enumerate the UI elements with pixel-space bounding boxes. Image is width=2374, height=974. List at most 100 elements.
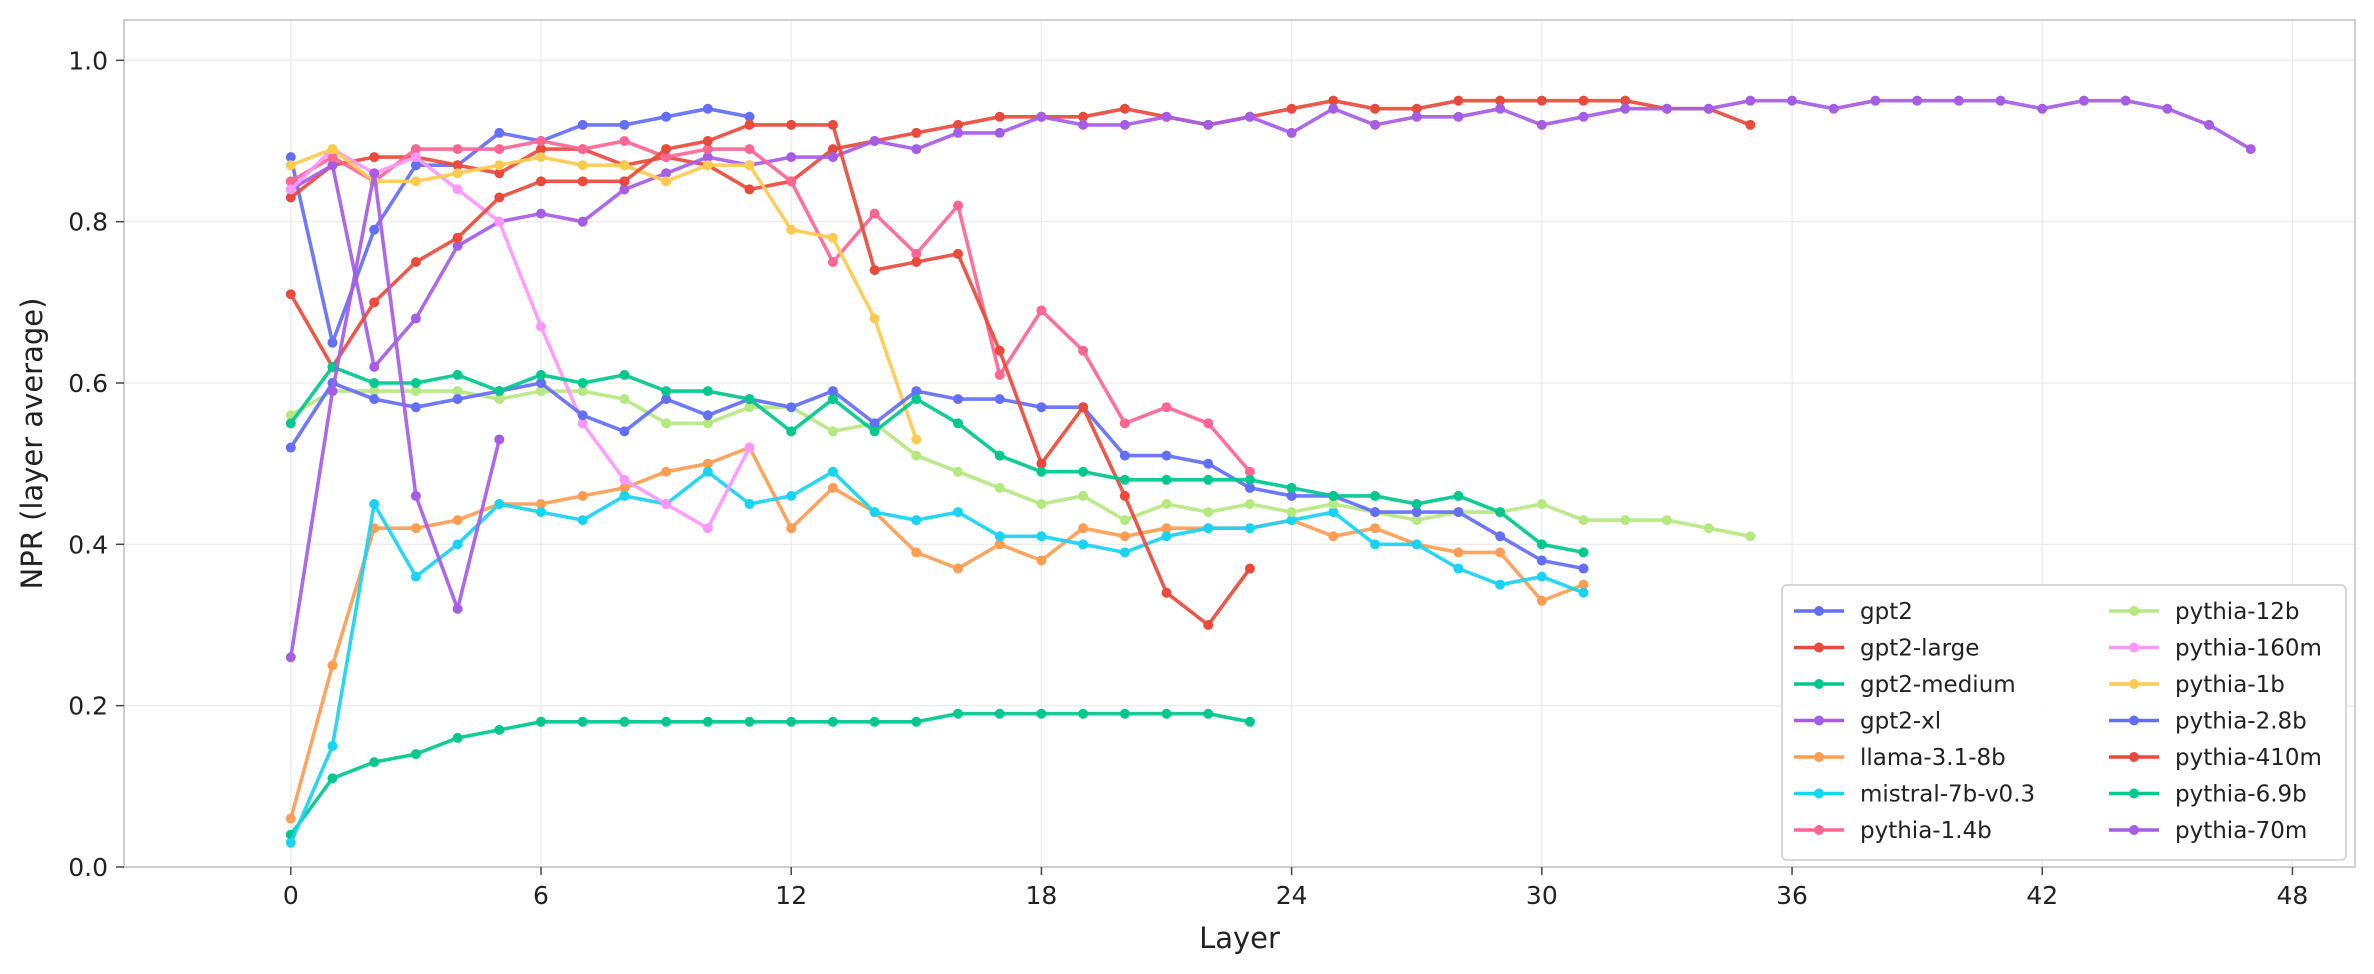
data-point [702,466,713,477]
x-tick-label: 42 [2026,881,2058,910]
data-point [577,378,588,388]
series-line [288,147,752,531]
data-point [702,144,713,155]
data-point [536,144,547,155]
data-point [536,716,547,727]
data-point [619,394,630,405]
data-point [1536,595,1547,606]
data-point [1453,111,1464,122]
y-tick-label: 0.2 [68,692,108,721]
data-point [452,539,463,550]
data-point [1703,523,1714,534]
data-point [1119,119,1130,130]
data-point [1578,95,1589,106]
legend-swatch-marker [1814,679,1824,689]
data-point [702,523,713,534]
data-point [452,240,463,251]
data-point [702,410,713,421]
data-point [661,176,672,187]
data-point [1536,119,1547,130]
data-point [1244,482,1255,493]
data-point [869,136,880,146]
data-point [744,119,755,130]
data-point [410,176,421,187]
data-point [1036,111,1047,122]
data-point [452,168,463,179]
data-point [786,426,797,437]
data-point [452,386,463,397]
data-point [994,394,1005,405]
data-point [1161,474,1172,485]
legend-item: gpt2-large [1794,636,1979,662]
data-point [1370,103,1381,114]
data-point [953,708,964,719]
data-point [452,515,463,526]
x-tick-label: 18 [1026,881,1058,910]
data-point [786,402,797,413]
data-point [869,208,880,219]
data-point [2037,103,2048,114]
data-point [1119,103,1130,114]
data-point [1119,490,1130,501]
data-point [1536,499,1547,509]
x-axis-label: Layer [1199,921,1280,955]
data-point [410,749,421,760]
data-point [1161,450,1172,461]
data-point [661,466,672,477]
data-point [827,482,838,493]
data-point [1036,466,1047,477]
data-point [1536,571,1547,582]
data-point [452,144,463,155]
data-point [994,531,1005,542]
data-point [869,507,880,518]
x-tick-label: 36 [1776,881,1808,910]
data-point [369,224,380,235]
series-line [288,171,502,660]
data-point [994,450,1005,461]
data-point [1703,103,1714,114]
data-point [1036,531,1047,542]
data-point [1286,507,1297,518]
data-point [619,119,630,130]
data-point [869,426,880,437]
data-point [369,757,380,768]
data-point [577,176,588,187]
data-point [661,394,672,405]
legend-swatch-marker [2129,606,2139,616]
legend-label: pythia-1b [2175,672,2285,698]
data-point [494,127,505,138]
data-point [619,426,630,437]
data-point [1161,708,1172,719]
data-point [1578,563,1589,574]
data-point [2162,103,2173,114]
data-point [1870,95,1881,106]
data-point [1286,515,1297,526]
data-point [1078,539,1089,550]
data-point [827,466,838,477]
data-point [1745,95,1756,106]
legend-label: pythia-410m [2175,745,2322,771]
data-point [1286,490,1297,501]
data-point [410,257,421,267]
data-point [953,507,964,518]
data-point [494,394,505,405]
data-point [911,248,922,259]
data-point [1161,402,1172,413]
data-point [1036,708,1047,719]
data-point [1411,103,1422,114]
data-point [577,716,588,727]
data-point [994,127,1005,138]
data-point [1328,499,1339,509]
data-point [410,313,421,324]
data-point [1161,523,1172,534]
data-point [410,490,421,501]
data-point [994,345,1005,356]
x-tick-label: 6 [533,881,549,910]
series-line [288,389,1753,539]
data-point [744,111,755,122]
data-point [369,394,380,405]
data-point [1578,587,1589,598]
data-point [1078,119,1089,130]
data-point [869,716,880,727]
data-point [953,119,964,130]
